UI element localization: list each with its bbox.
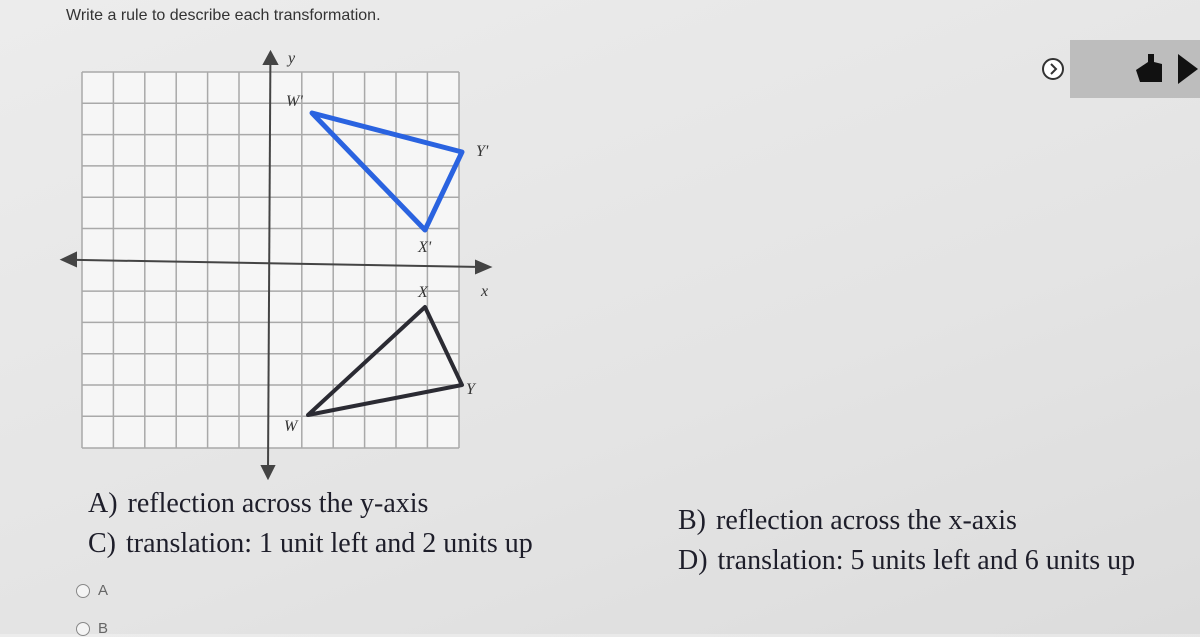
choice: B) reflection across the x-axis xyxy=(678,505,1017,537)
play-button[interactable] xyxy=(1178,54,1198,84)
vertex-label: Y' xyxy=(476,143,489,160)
choice-text: translation: 1 unit left and 2 units up xyxy=(126,528,533,559)
axes xyxy=(59,49,493,480)
answer-option[interactable]: B xyxy=(76,620,108,637)
vertex-label: X' xyxy=(417,239,432,256)
choice-letter: B) xyxy=(678,505,706,536)
vertex-label: X xyxy=(417,284,429,301)
choice: D) translation: 5 units left and 6 units … xyxy=(678,545,1135,577)
preimage-triangle xyxy=(306,305,464,417)
toolbar xyxy=(1070,40,1200,98)
vertex-label: W xyxy=(284,418,299,435)
choice: C) translation: 1 unit left and 2 units u… xyxy=(88,528,533,560)
answer-option[interactable]: A xyxy=(76,582,108,599)
image-triangle xyxy=(309,110,465,233)
choice-text: reflection across the x-axis xyxy=(716,505,1017,536)
vertex-label: Y xyxy=(466,381,477,398)
choice-letter: C) xyxy=(88,528,116,559)
radio[interactable] xyxy=(76,584,90,599)
choice-text: reflection across the y-axis xyxy=(127,488,429,519)
coordinate-graph: y x W' Y' X' X Y W xyxy=(59,49,493,480)
choice-letter: D) xyxy=(678,545,708,576)
x-axis-label: x xyxy=(480,283,488,300)
choice: A) reflection across the y-axis xyxy=(88,488,428,520)
hand-icon[interactable] xyxy=(1136,54,1162,82)
toolbar-icons xyxy=(1136,54,1198,84)
next-icon[interactable] xyxy=(1040,56,1066,82)
instruction: Write a rule to describe each transforma… xyxy=(66,7,381,24)
choice-text: translation: 5 units left and 6 units up xyxy=(717,545,1136,576)
y-axis-label: y xyxy=(286,50,296,67)
option-label: A xyxy=(98,582,109,599)
option-label: B xyxy=(98,620,109,637)
vertex-label: W' xyxy=(286,93,303,110)
choice-letter: A) xyxy=(88,488,118,519)
